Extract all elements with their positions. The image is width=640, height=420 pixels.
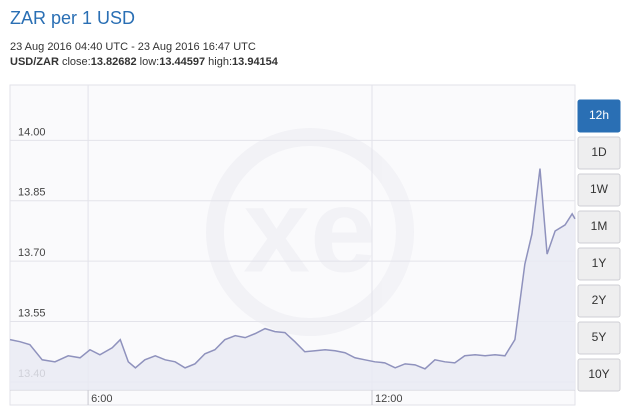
button-bg[interactable]	[577, 284, 621, 318]
stat-value: 13.82682	[90, 56, 137, 68]
button-bg[interactable]	[577, 321, 621, 355]
range-button[interactable]: 10Y	[577, 358, 621, 392]
range-button[interactable]: 1W	[577, 173, 621, 207]
button-bg[interactable]	[577, 358, 621, 392]
button-label[interactable]: 10Y	[588, 367, 609, 381]
y-tick-label: 14.00	[18, 126, 46, 138]
watermark: xe	[206, 128, 414, 336]
area	[10, 168, 575, 390]
button-bg[interactable]	[577, 173, 621, 207]
y-tick-label: 13.70	[18, 247, 46, 259]
range-button[interactable]: 12h	[577, 99, 621, 133]
stat-label: low:	[139, 56, 160, 68]
header: ZAR per 1 USD 23 Aug 2016 04:40 UTC - 23…	[10, 8, 278, 68]
range-button[interactable]: 5Y	[577, 321, 621, 355]
svg-text:xe: xe	[243, 164, 376, 298]
line	[9, 168, 576, 370]
button-label[interactable]: 1M	[591, 219, 608, 233]
button-label[interactable]: 2Y	[592, 293, 607, 307]
range-button[interactable]: 2Y	[577, 284, 621, 318]
chart-subtitle: 23 Aug 2016 04:40 UTC - 23 Aug 2016 16:4…	[10, 41, 256, 53]
button-bg[interactable]	[577, 99, 621, 133]
pair: USD/ZAR	[10, 56, 59, 68]
stat-label: high:	[208, 56, 233, 68]
range-button[interactable]: 1M	[577, 210, 621, 244]
x-tick-label: 12:00	[375, 393, 403, 405]
summary: USD/ZAR close:13.82682 low:13.44597 high…	[10, 56, 278, 68]
button-label[interactable]: 1Y	[592, 256, 607, 270]
chart-title: ZAR per 1 USD	[10, 8, 136, 28]
stat-label: close:	[61, 56, 91, 68]
range-button[interactable]: 1Y	[577, 247, 621, 281]
button-label[interactable]: 1D	[591, 145, 607, 159]
button-label[interactable]: 1W	[590, 182, 609, 196]
x-tick-label: 6:00	[91, 393, 112, 405]
range-button[interactable]: 1D	[577, 136, 621, 170]
y-tick-label: 13.85	[18, 187, 46, 199]
stat-value: 13.44597	[159, 56, 206, 68]
button-bg[interactable]	[577, 210, 621, 244]
button-bg[interactable]	[577, 136, 621, 170]
y-tick-label: 13.55	[18, 307, 46, 319]
button-label[interactable]: 5Y	[592, 330, 607, 344]
stat-value: 13.94154	[232, 56, 278, 68]
button-bg[interactable]	[577, 247, 621, 281]
button-label[interactable]: 12h	[589, 108, 609, 122]
